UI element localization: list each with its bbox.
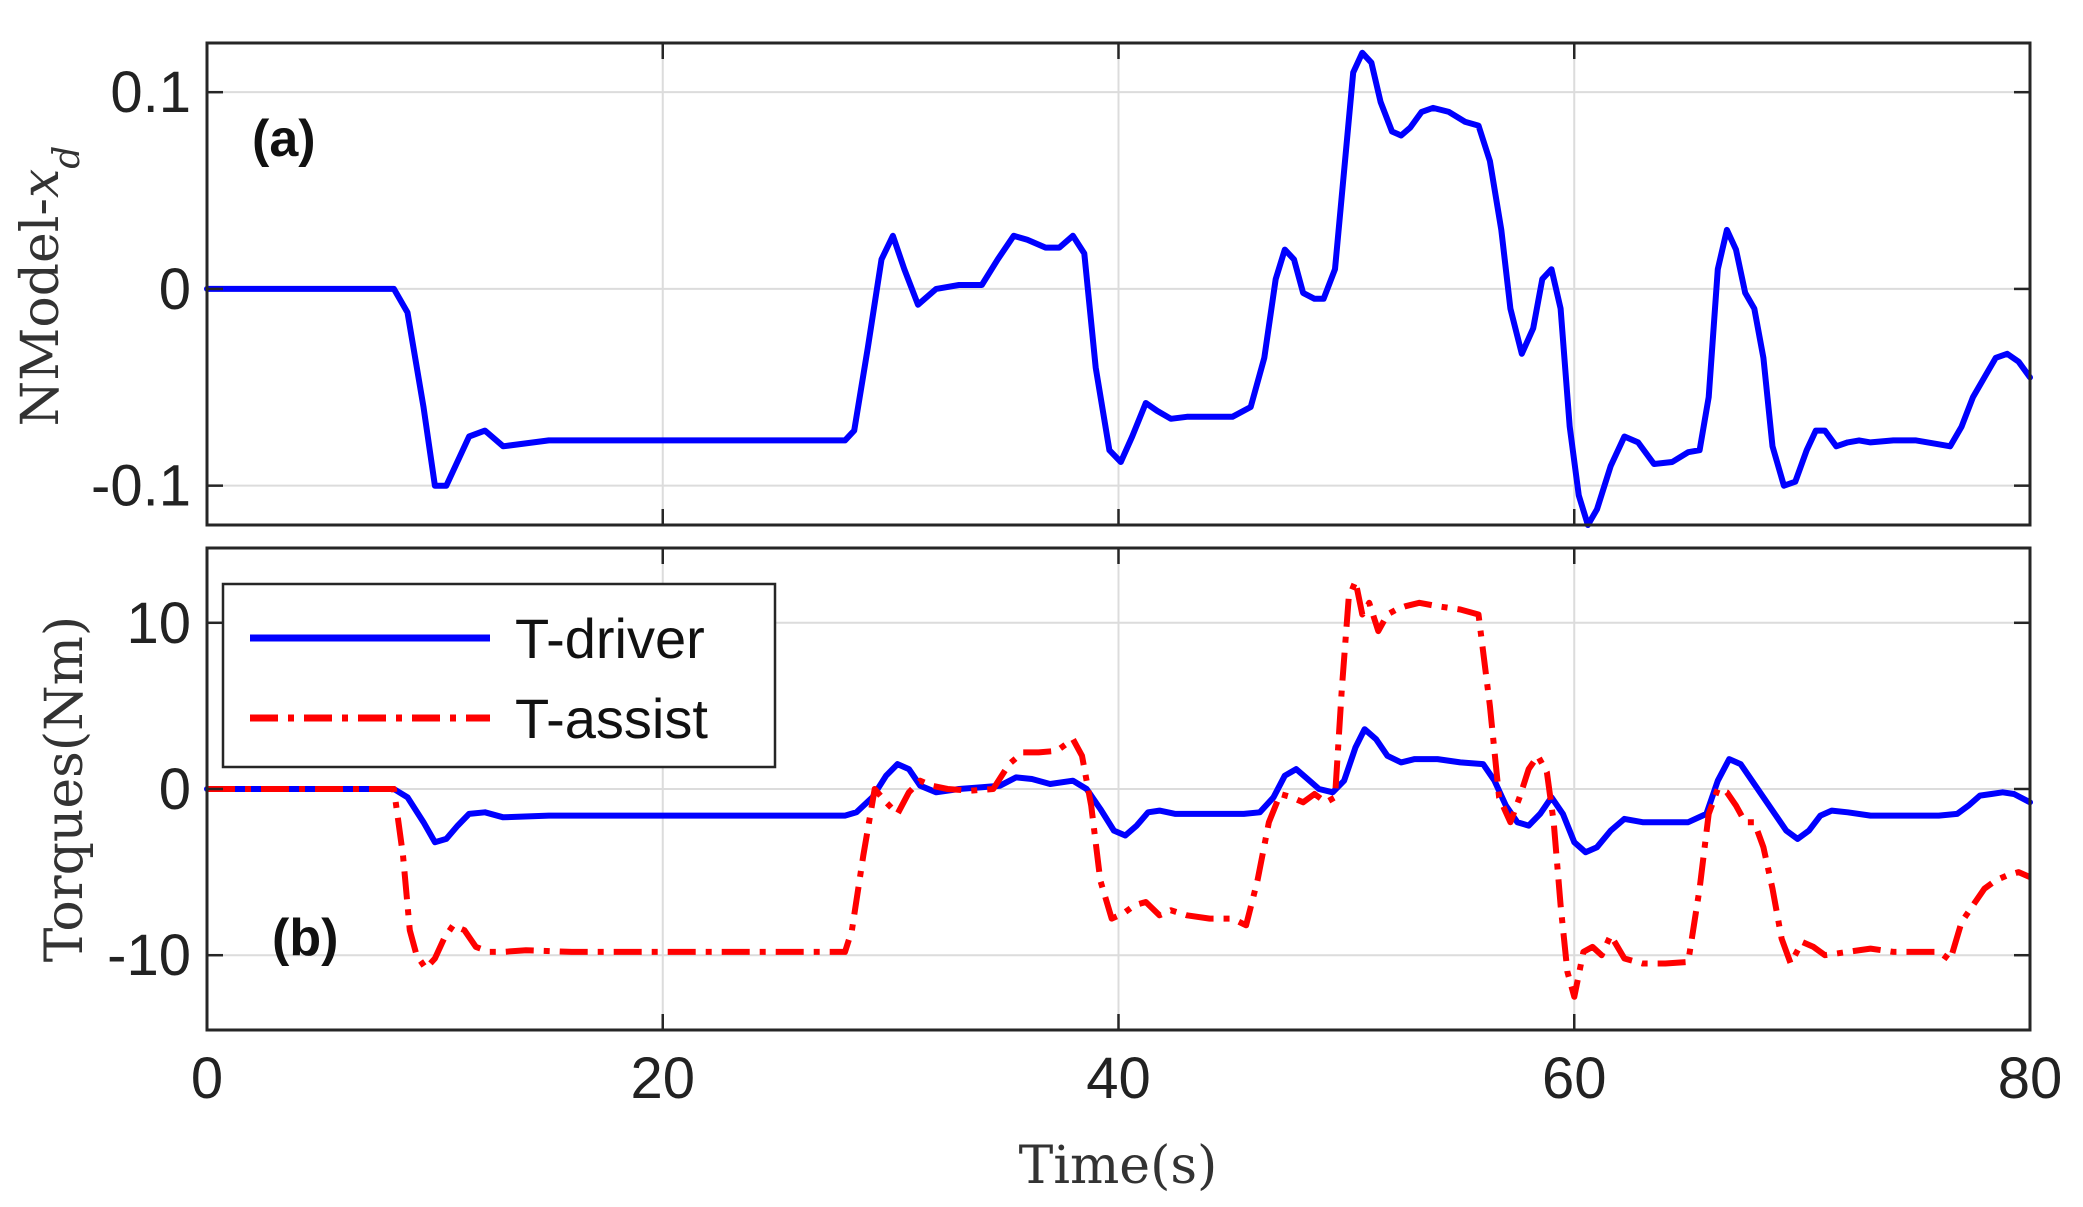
legend: T-driver T-assist bbox=[221, 582, 777, 769]
y-tick-label: -0.1 bbox=[91, 454, 191, 519]
panel-a-y-axis-label: NModel-xd bbox=[11, 146, 88, 427]
y-tick-label: 10 bbox=[126, 591, 191, 656]
x-tick-label: 40 bbox=[1086, 1046, 1151, 1111]
y-tick-label: 0 bbox=[159, 757, 191, 822]
panel-a-ticks bbox=[205, 43, 2032, 525]
panel-b-ticks bbox=[205, 548, 2032, 1030]
x-axis-label: Time(s) bbox=[1019, 1136, 1218, 1196]
panel-b-grid bbox=[207, 548, 2030, 1030]
panel-a-label: (a) bbox=[252, 110, 316, 168]
y-tick-label: -10 bbox=[107, 923, 191, 988]
panel-b-label: (b) bbox=[272, 909, 338, 967]
panel-b-lines bbox=[204, 578, 2033, 1000]
panel-b-y-tick-labels: 10 0 -10 bbox=[107, 591, 191, 988]
panel-a: 0.1 0 -0.1 (a) NModel-xd bbox=[11, 41, 2033, 528]
x-tick-label: 80 bbox=[1998, 1046, 2063, 1111]
x-tick-labels: 0 20 40 60 80 bbox=[191, 1046, 2062, 1111]
legend-label-t-assist: T-assist bbox=[515, 687, 708, 750]
panel-a-lines bbox=[204, 49, 2033, 528]
x-tick-label: 0 bbox=[191, 1046, 223, 1111]
panel-a-y-tick-labels: 0.1 0 -0.1 bbox=[91, 60, 191, 518]
series-line-t-assist bbox=[207, 578, 2032, 1000]
x-tick-label: 60 bbox=[1542, 1046, 1607, 1111]
y-tick-label: 0 bbox=[159, 257, 191, 322]
panel-b-y-axis-label: Torques(Nm) bbox=[35, 616, 95, 962]
legend-label-t-driver: T-driver bbox=[515, 607, 705, 670]
panel-b: 100-10 0 20 40 60 80 (b) Torques(Nm) Time(s)… bbox=[35, 546, 2062, 1196]
panel-a-grid bbox=[207, 43, 2030, 525]
series-line-t-driver bbox=[204, 726, 2033, 856]
y-tick-label: 0.1 bbox=[110, 60, 191, 125]
series-line-panel-a-0 bbox=[204, 49, 2033, 528]
x-tick-label: 20 bbox=[630, 1046, 695, 1111]
legend-box bbox=[221, 582, 777, 769]
